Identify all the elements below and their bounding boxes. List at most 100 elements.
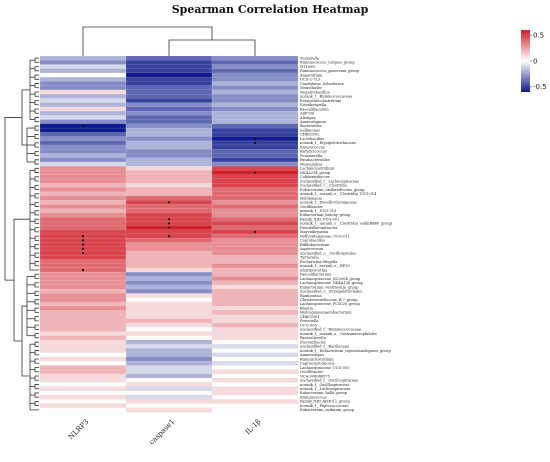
heatmap-cell (211, 85, 299, 91)
row-dendro-branch (34, 384, 39, 390)
heatmap-cell (39, 373, 127, 379)
row-label: UCS-2-7L3 (300, 78, 321, 82)
heatmap-cell (39, 106, 127, 112)
row-label: Ruminococcus (300, 395, 327, 399)
row-dendro-branch (34, 159, 39, 165)
heatmap-cell (125, 123, 213, 129)
heatmap-cell (211, 195, 299, 201)
heatmap-cell (125, 161, 213, 167)
heatmap-cell (39, 221, 127, 226)
heatmap-cell (39, 344, 127, 349)
heatmap-cell (125, 403, 213, 409)
heatmap-cell (125, 293, 213, 298)
heatmap-cell (125, 140, 213, 146)
heatmap-cell (211, 208, 299, 214)
heatmap-cell (211, 394, 299, 400)
heatmap-cell (39, 136, 127, 142)
row-label: Monoglobus (300, 162, 323, 166)
significance-mark (81, 268, 85, 272)
row-dendro-branch (34, 358, 39, 364)
heatmap-cell (125, 369, 213, 375)
heatmap-cell (39, 365, 127, 370)
heatmap-cell (211, 344, 299, 349)
heatmap-cell (125, 153, 213, 159)
chart-title: Spearman Correlation Heatmap (172, 3, 369, 16)
heatmap-cell (39, 149, 127, 154)
heatmap-cell (39, 276, 127, 281)
heatmap-cell (125, 272, 213, 277)
heatmap-cell (125, 115, 213, 120)
heatmap-cell (39, 94, 127, 99)
heatmap-cell (211, 68, 299, 74)
heatmap-cell (39, 153, 127, 159)
row-label: norank_f__Eubacterium_coprostanoligenes_… (300, 349, 391, 353)
heatmap-cell (39, 229, 127, 235)
row-label: Fournierella (300, 154, 323, 158)
heatmap-cell (211, 221, 299, 226)
row-label: norank_f__Desulfovibrionaceae (300, 201, 357, 205)
heatmap-cell (39, 339, 127, 345)
heatmap-cell (125, 399, 213, 404)
significance-mark (81, 251, 85, 255)
heatmap-cell (39, 272, 127, 277)
heatmap-cell (125, 242, 213, 248)
row-label: Lachnoclostridium (300, 167, 335, 171)
row-label: Prevotella (300, 319, 319, 323)
row-dendro-branch (34, 367, 39, 373)
heatmap-cell (211, 386, 299, 392)
row-dendro-branch (34, 316, 39, 322)
column-label: NLRP3 (67, 418, 90, 441)
heatmap-cell (125, 267, 213, 273)
heatmap-cell (125, 136, 213, 142)
row-label: norank_f__Erysipelotrichaceae (300, 141, 356, 145)
row-label: Family_XIII_AD3011_group (300, 400, 350, 404)
row-dendro-branch (34, 299, 39, 305)
heatmap-cell (125, 365, 213, 370)
row-dendrogram (4, 57, 39, 411)
heatmap-cell (125, 55, 213, 61)
heatmap-cell (125, 327, 213, 332)
heatmap-cell (39, 89, 127, 95)
heatmap-cell (39, 399, 127, 404)
heatmap-cell (125, 191, 213, 197)
heatmap-cell (211, 267, 299, 273)
heatmap-cell (211, 157, 299, 163)
heatmap-cell (125, 390, 213, 396)
heatmap-cell (39, 403, 127, 409)
heatmap-cell (39, 204, 127, 209)
heatmap-cell (211, 246, 299, 252)
row-label: Faecalibacterium (300, 273, 332, 277)
colorbar: 0.5 0 -0.5 (521, 30, 547, 92)
heatmap-cell (39, 361, 127, 366)
heatmap-cell (125, 187, 213, 192)
heatmap-cell (125, 276, 213, 281)
row-label: Flavonifractor (300, 340, 326, 344)
heatmap-cell (39, 335, 127, 341)
heatmap-cell (211, 102, 299, 108)
row-dendro-branch (34, 218, 39, 224)
heatmap-cell (39, 81, 127, 87)
significance-mark (81, 239, 85, 242)
heatmap-cell (211, 314, 299, 320)
row-label: Anaerofilum (299, 73, 323, 77)
heatmap-cell (39, 378, 127, 383)
row-label: Lachnospiraceae_NC2004_group (300, 277, 361, 281)
heatmap-cell (39, 297, 127, 303)
heatmap-cell (211, 132, 299, 137)
heatmap-cell (125, 102, 213, 108)
heatmap-cell (211, 390, 299, 396)
heatmap-cell (39, 352, 127, 358)
heatmap-cell (211, 322, 299, 328)
heatmap-cell (39, 144, 127, 150)
heatmap-cell (39, 119, 127, 125)
heatmap-cell (39, 305, 127, 311)
heatmap-cell (39, 183, 127, 188)
heatmap-cell (39, 191, 127, 197)
row-label: unclassified_o__Erysipelotrichales (300, 290, 362, 294)
heatmap-cell (39, 161, 127, 167)
heatmap-cell (211, 352, 299, 358)
row-label: Family_XIII_UCG-001 (300, 217, 339, 221)
heatmap-cell (211, 55, 299, 61)
row-label: Eubacterium_oxidoreducens_group (300, 188, 365, 192)
